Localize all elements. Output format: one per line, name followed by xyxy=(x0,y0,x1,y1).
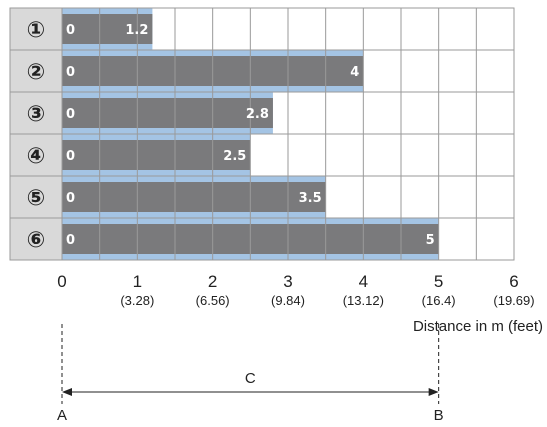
row-label: ② xyxy=(27,60,46,85)
plot-frame xyxy=(9,7,515,261)
bar-value-label: 5 xyxy=(426,233,435,248)
dimension-arrow-right xyxy=(428,388,439,396)
x-tick-label: 5 xyxy=(434,272,443,291)
x-tick-label: 4 xyxy=(359,272,368,291)
x-tick-label: 3 xyxy=(283,272,292,291)
bar-value-label: 4 xyxy=(350,65,359,80)
bar xyxy=(62,98,273,128)
x-tick-sublabel: (9.84) xyxy=(271,293,305,308)
bar-start-label: 0 xyxy=(66,233,75,248)
x-tick-sublabel: (6.56) xyxy=(196,293,230,308)
row-label: ④ xyxy=(27,144,46,169)
x-tick-sublabel: (3.28) xyxy=(120,293,154,308)
row-label: ③ xyxy=(27,102,46,127)
row-label: ⑥ xyxy=(27,228,46,253)
x-axis-title: Distance in m (feet) xyxy=(413,318,543,335)
dimension-start-label: A xyxy=(57,407,67,424)
bar-value-label: 3.5 xyxy=(299,191,322,206)
x-tick-label: 1 xyxy=(133,272,142,291)
bar-value-label: 1.2 xyxy=(125,23,148,38)
x-tick-sublabel: (13.12) xyxy=(343,293,384,308)
x-tick-label: 6 xyxy=(509,272,518,291)
dimension-arrow-left xyxy=(62,388,72,396)
bar-start-label: 0 xyxy=(66,191,75,206)
bar-value-label: 2.5 xyxy=(223,149,246,164)
bar xyxy=(62,140,251,170)
bar xyxy=(62,182,326,212)
bar-start-label: 0 xyxy=(66,149,75,164)
row-label: ⑤ xyxy=(27,186,46,211)
x-tick-sublabel: (19.69) xyxy=(493,293,534,308)
dimension-label: C xyxy=(245,370,256,387)
bar-value-label: 2.8 xyxy=(246,107,269,122)
bar-start-label: 0 xyxy=(66,107,75,122)
bar-start-label: 0 xyxy=(66,65,75,80)
x-tick-label: 2 xyxy=(208,272,217,291)
row-label: ① xyxy=(27,18,46,43)
x-tick-sublabel: (16.4) xyxy=(422,293,456,308)
x-tick-label: 0 xyxy=(57,272,66,291)
bar-start-label: 0 xyxy=(66,23,75,38)
dimension-end-label: B xyxy=(434,407,444,424)
